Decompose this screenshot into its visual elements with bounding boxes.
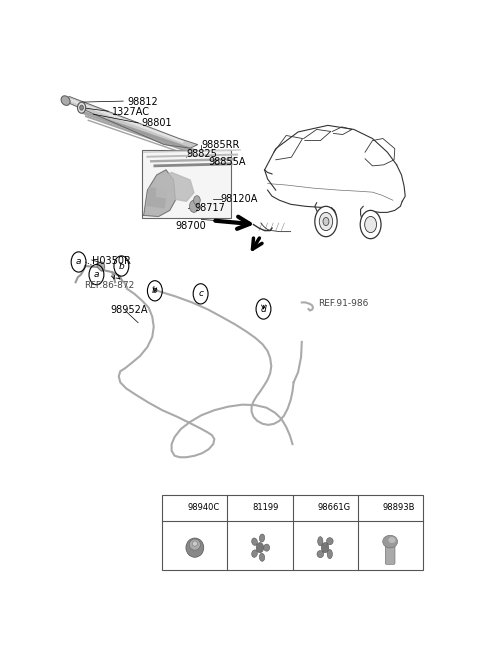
Ellipse shape: [388, 537, 396, 543]
Text: 98700: 98700: [175, 221, 206, 231]
Text: 98825: 98825: [186, 148, 217, 159]
Polygon shape: [97, 262, 105, 271]
Ellipse shape: [317, 551, 324, 558]
Circle shape: [315, 206, 337, 237]
Text: c: c: [302, 503, 306, 512]
Text: REF.91-986: REF.91-986: [319, 300, 369, 308]
Circle shape: [190, 200, 198, 212]
Text: a: a: [76, 258, 81, 267]
Text: 98952A: 98952A: [110, 305, 148, 315]
Text: d: d: [261, 305, 266, 313]
Text: 98120A: 98120A: [220, 194, 257, 204]
Circle shape: [193, 196, 200, 205]
Ellipse shape: [61, 96, 70, 105]
Text: 1327AC: 1327AC: [112, 106, 150, 117]
Text: b: b: [119, 261, 124, 271]
Text: H0350R: H0350R: [92, 256, 131, 266]
Ellipse shape: [252, 550, 257, 557]
Ellipse shape: [326, 537, 333, 545]
Circle shape: [256, 543, 264, 553]
Text: 98940C: 98940C: [187, 503, 219, 512]
FancyBboxPatch shape: [142, 150, 231, 218]
Ellipse shape: [189, 539, 201, 550]
Circle shape: [319, 212, 333, 231]
Polygon shape: [147, 188, 166, 208]
Circle shape: [323, 217, 329, 225]
Polygon shape: [66, 97, 198, 148]
FancyBboxPatch shape: [162, 495, 423, 570]
Ellipse shape: [259, 534, 264, 542]
Text: 98717: 98717: [194, 203, 225, 213]
Ellipse shape: [192, 541, 197, 546]
Text: 98855A: 98855A: [209, 157, 246, 167]
Text: b: b: [152, 286, 158, 295]
Text: 9885RR: 9885RR: [202, 139, 240, 150]
Text: c: c: [198, 289, 203, 298]
Text: 98661G: 98661G: [317, 503, 350, 512]
FancyBboxPatch shape: [385, 545, 395, 564]
Circle shape: [360, 210, 381, 238]
Text: 98893B: 98893B: [383, 503, 415, 512]
Ellipse shape: [264, 544, 270, 551]
Circle shape: [80, 105, 84, 110]
Text: a: a: [172, 503, 176, 512]
Circle shape: [77, 102, 85, 113]
Ellipse shape: [383, 535, 397, 548]
Circle shape: [365, 216, 377, 233]
Ellipse shape: [252, 538, 257, 545]
Text: 98801: 98801: [142, 118, 172, 128]
Text: 81199: 81199: [252, 503, 278, 512]
Text: 98812: 98812: [127, 97, 158, 106]
Text: b: b: [237, 503, 241, 512]
Ellipse shape: [327, 549, 332, 558]
Text: REF.86-872: REF.86-872: [84, 281, 134, 290]
Polygon shape: [156, 172, 194, 201]
Ellipse shape: [318, 537, 323, 546]
Ellipse shape: [186, 538, 204, 557]
Circle shape: [321, 543, 329, 553]
Ellipse shape: [259, 553, 264, 561]
Text: a: a: [94, 270, 99, 279]
Text: d: d: [367, 503, 372, 512]
Polygon shape: [144, 170, 175, 216]
